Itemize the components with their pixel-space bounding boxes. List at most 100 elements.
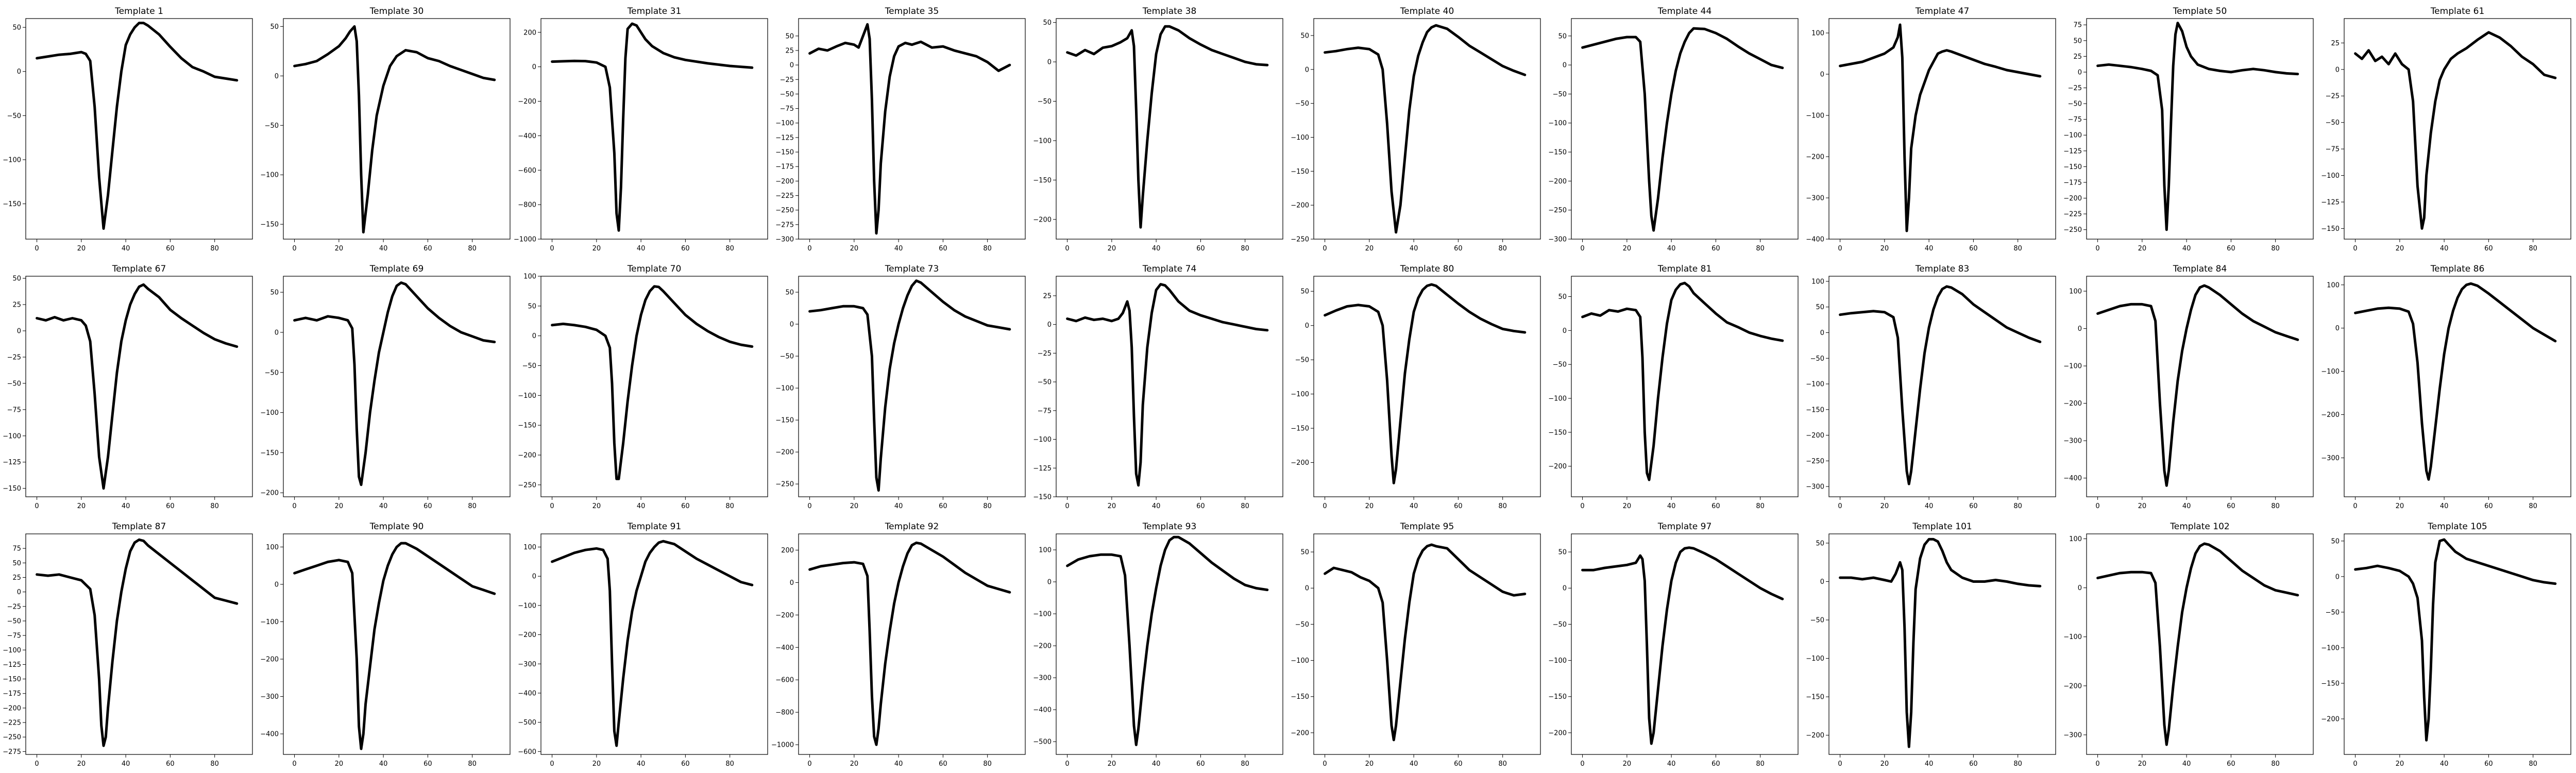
x-tick-label: 20 bbox=[850, 760, 859, 768]
x-tick-label: 80 bbox=[1241, 245, 1249, 253]
waveform-line bbox=[293, 25, 496, 234]
x-tick-label: 0 bbox=[2095, 502, 2099, 510]
y-tick-label: −150 bbox=[1291, 693, 1309, 701]
axes-frame bbox=[540, 18, 768, 240]
axes-frame bbox=[283, 533, 511, 755]
panel-title: Template 69 bbox=[369, 264, 424, 274]
y-tick-label: −150 bbox=[3, 485, 21, 493]
waveform-line bbox=[1066, 25, 1269, 229]
y-tick-label: −100 bbox=[1548, 120, 1567, 127]
y-tick-label: −200 bbox=[775, 178, 794, 186]
x-tick-label: 80 bbox=[1498, 502, 1507, 510]
y-tick-label: −400 bbox=[1033, 707, 1052, 714]
x-tick-label: 0 bbox=[2095, 245, 2099, 253]
y-tick-label: −50 bbox=[1038, 379, 1052, 386]
x-tick-label: 20 bbox=[77, 760, 86, 768]
x-tick-label: 40 bbox=[2440, 760, 2449, 768]
chart-panel: Template 90 0 20 40 60 80 100 0 −100 −200 −300 −400 bbox=[260, 522, 511, 768]
y-tick-label: −200 bbox=[1548, 463, 1567, 470]
axes-frame bbox=[25, 18, 253, 240]
y-tick-label: −100 bbox=[2321, 172, 2340, 180]
y-tick-label: 0 bbox=[2335, 325, 2340, 332]
x-tick-label: 40 bbox=[637, 502, 646, 510]
x-tick-label: 60 bbox=[681, 760, 690, 768]
x-tick-label: 80 bbox=[468, 760, 477, 768]
x-tick-label: 80 bbox=[468, 502, 477, 510]
waveform-line bbox=[1839, 537, 2042, 748]
y-tick-label: 100 bbox=[523, 544, 536, 551]
y-tick-label: 100 bbox=[2069, 535, 2082, 543]
x-tick-label: 40 bbox=[122, 760, 130, 768]
chart-panel: Template 95 0 20 40 60 80 50 0 −50 −100 −150 −200 bbox=[1291, 522, 1541, 768]
y-tick-label: −200 bbox=[775, 449, 794, 457]
x-tick-label: 40 bbox=[1667, 245, 1676, 253]
x-tick-label: 60 bbox=[423, 760, 432, 768]
y-tick-label: −200 bbox=[3, 704, 21, 712]
axes-frame bbox=[283, 18, 511, 240]
y-tick-label: −200 bbox=[1291, 459, 1309, 467]
y-tick-label: −600 bbox=[518, 748, 536, 756]
x-tick-label: 60 bbox=[1711, 245, 1720, 253]
chart-panel: Template 61 0 20 40 60 80 25 0 −25 −50 −75 −100 −125… bbox=[2321, 6, 2571, 253]
y-tick-label: −150 bbox=[2321, 680, 2340, 687]
y-tick-label: 50 bbox=[12, 560, 21, 567]
y-tick-label: −250 bbox=[2063, 226, 2082, 234]
x-tick-label: 60 bbox=[1969, 760, 1978, 768]
x-tick-label: 60 bbox=[1454, 245, 1463, 253]
y-tick-label: 0 bbox=[790, 579, 794, 587]
chart-panel: Template 74 0 20 40 60 80 25 0 −25 −50 −75 −100 −125… bbox=[1033, 264, 1283, 510]
y-tick-label: −1000 bbox=[514, 236, 536, 244]
x-tick-label: 0 bbox=[2353, 502, 2357, 510]
y-tick-label: −200 bbox=[2063, 195, 2082, 203]
y-tick-label: −50 bbox=[1810, 617, 1824, 625]
y-tick-label: 50 bbox=[1816, 304, 1824, 311]
y-tick-label: −75 bbox=[780, 105, 794, 113]
x-tick-label: 20 bbox=[592, 502, 601, 510]
x-tick-label: 60 bbox=[939, 245, 947, 253]
axes-frame bbox=[1056, 276, 1283, 497]
y-tick-label: 25 bbox=[2073, 53, 2082, 61]
x-tick-label: 60 bbox=[1711, 502, 1720, 510]
y-tick-label: 0 bbox=[532, 573, 536, 581]
chart-panel: Template 81 0 20 40 60 80 50 0 −50 −100 −150 −200 bbox=[1548, 264, 1799, 510]
panel-title: Template 38 bbox=[1142, 6, 1197, 16]
y-tick-label: −50 bbox=[780, 353, 794, 361]
y-tick-label: −100 bbox=[260, 618, 279, 626]
x-tick-label: 40 bbox=[1152, 760, 1161, 768]
y-tick-label: 0 bbox=[532, 63, 536, 71]
x-tick-label: 60 bbox=[1711, 760, 1720, 768]
y-tick-label: −150 bbox=[518, 422, 536, 430]
y-tick-label: −150 bbox=[1806, 694, 1824, 701]
y-tick-label: −100 bbox=[3, 647, 21, 654]
y-tick-label: 0 bbox=[1047, 579, 1052, 586]
y-tick-label: 0 bbox=[1047, 59, 1052, 66]
y-tick-label: −50 bbox=[7, 112, 21, 120]
waveform-line bbox=[2096, 284, 2299, 487]
y-tick-label: −75 bbox=[1038, 407, 1052, 415]
axes-frame bbox=[2344, 533, 2571, 755]
waveform-line bbox=[808, 279, 1011, 492]
axes-frame bbox=[2344, 18, 2571, 240]
axes-frame bbox=[25, 533, 253, 755]
x-tick-label: 60 bbox=[2484, 245, 2493, 253]
waveform-line bbox=[1066, 535, 1269, 746]
x-tick-label: 80 bbox=[725, 502, 734, 510]
x-tick-label: 60 bbox=[1196, 502, 1205, 510]
y-tick-label: −100 bbox=[2321, 368, 2340, 376]
waveform-line bbox=[2096, 22, 2299, 231]
y-tick-label: −150 bbox=[3, 200, 21, 208]
y-tick-label: 200 bbox=[781, 547, 794, 554]
y-tick-label: −200 bbox=[1548, 178, 1567, 186]
panel-title: Template 97 bbox=[1657, 522, 1712, 532]
y-tick-label: −150 bbox=[1291, 168, 1309, 176]
y-tick-label: −25 bbox=[7, 354, 21, 361]
x-tick-label: 80 bbox=[2529, 760, 2537, 768]
y-tick-label: −225 bbox=[3, 719, 21, 727]
x-tick-label: 60 bbox=[1196, 760, 1205, 768]
y-tick-label: −25 bbox=[2326, 93, 2340, 100]
y-tick-label: 0 bbox=[1305, 66, 1309, 74]
y-tick-label: −200 bbox=[1033, 216, 1052, 224]
waveform-line bbox=[1324, 543, 1527, 742]
y-tick-label: 0 bbox=[532, 332, 536, 340]
x-tick-label: 60 bbox=[681, 245, 690, 253]
